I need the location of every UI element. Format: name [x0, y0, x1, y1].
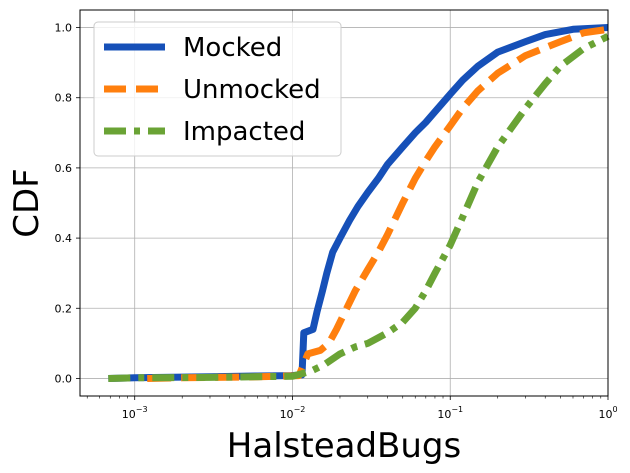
plot-frame — [79, 9, 609, 397]
legend-label-unmocked: Unmocked — [183, 75, 321, 105]
legend-label-mocked: Mocked — [183, 33, 282, 63]
x-tick-label: 10−3 — [122, 405, 148, 421]
y-tick-label: 0.6 — [55, 162, 73, 175]
y-tick-label: 0.8 — [55, 92, 73, 105]
axis-ticks: 0.0 0.2 0.4 0.6 0.8 1.0 10−3 10−2 10−1 100 — [55, 22, 618, 421]
x-axis-title: HalsteadBugs — [227, 426, 461, 466]
series-lines — [108, 24, 610, 382]
legend-box — [93, 21, 342, 157]
legend: Mocked Unmocked Impacted — [93, 21, 342, 157]
x-tick-label: 10−2 — [280, 405, 306, 421]
y-tick-label: 1.0 — [55, 22, 73, 35]
y-tick-label: 0.4 — [55, 232, 73, 245]
x-tick-label: 100 — [598, 405, 617, 421]
legend-label-impacted: Impacted — [183, 117, 305, 147]
y-axis-title: CDF — [7, 168, 47, 237]
y-tick-label: 0.0 — [55, 372, 73, 385]
x-tick-label: 10−1 — [437, 405, 463, 421]
series-line-impacted — [108, 33, 610, 382]
y-tick-label: 0.2 — [55, 302, 73, 315]
